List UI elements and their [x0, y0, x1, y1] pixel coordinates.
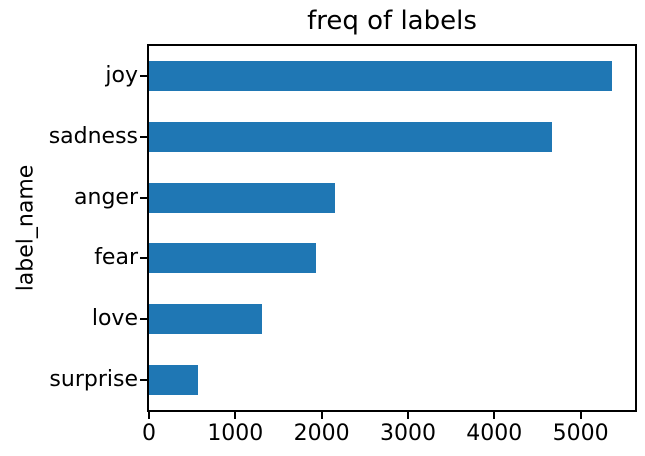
plot-area: [147, 44, 637, 412]
y-tick-mark: [140, 257, 147, 260]
bar-fear: [149, 243, 317, 274]
bar-anger: [149, 182, 336, 213]
x-tick-mark: [148, 412, 150, 419]
x-tick-label: 0: [142, 421, 156, 446]
y-tick-mark: [140, 318, 147, 320]
x-tick-mark: [234, 412, 237, 419]
x-tick-label: 2000: [293, 421, 350, 446]
chart-title: freq of labels: [307, 6, 477, 36]
y-tick-label: love: [91, 306, 138, 331]
y-axis-label: label_name: [13, 164, 39, 292]
x-tick-mark: [493, 412, 496, 419]
y-tick-mark: [140, 378, 147, 381]
bar-joy: [149, 61, 612, 92]
x-tick-mark: [320, 412, 323, 419]
y-tick-label: surprise: [49, 366, 138, 392]
x-tick-mark: [579, 412, 582, 419]
y-tick-mark: [140, 75, 147, 78]
x-tick-label: 3000: [379, 421, 436, 446]
bar-surprise: [149, 364, 199, 395]
x-tick-label: 1000: [207, 421, 264, 446]
bar-love: [149, 304, 262, 334]
y-tick-mark: [140, 136, 147, 138]
y-tick-mark: [140, 196, 147, 199]
y-tick-label: fear: [94, 245, 138, 271]
y-tick-label: sadness: [48, 124, 138, 149]
x-tick-label: 5000: [552, 421, 609, 446]
y-tick-label: anger: [74, 184, 138, 210]
bar-sadness: [149, 122, 552, 152]
x-tick-mark: [406, 412, 409, 419]
x-tick-label: 4000: [466, 421, 523, 446]
y-tick-label: joy: [105, 63, 138, 89]
